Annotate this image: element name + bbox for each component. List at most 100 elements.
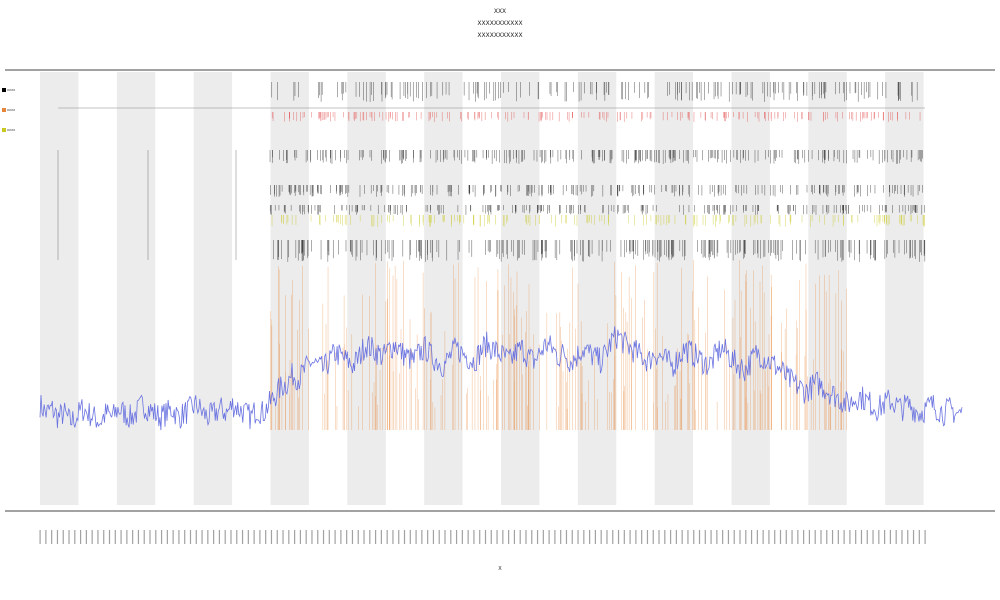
x-tick-label	[623, 530, 625, 544]
x-tick-label	[641, 530, 643, 544]
x-tick-label	[502, 530, 504, 544]
x-tick-label	[467, 530, 469, 544]
x-tick-label	[884, 530, 886, 544]
x-tick-label	[282, 530, 284, 544]
x-tick-label	[594, 530, 596, 544]
x-tick-label	[490, 530, 492, 544]
x-tick-label	[276, 530, 278, 544]
x-tick-label	[808, 530, 811, 544]
x-tick-label	[160, 530, 163, 544]
x-tick-label	[849, 530, 851, 544]
x-tick-label	[866, 530, 868, 544]
chart-title: XXX	[493, 8, 507, 15]
x-tick-label	[658, 530, 660, 544]
x-tick-label	[369, 530, 371, 544]
x-tick-label	[184, 530, 186, 544]
x-tick-label	[97, 530, 99, 544]
x-tick-label	[617, 530, 620, 544]
x-tick-label	[664, 530, 666, 544]
x-tick-label	[132, 530, 134, 544]
x-tick-label	[635, 530, 637, 544]
x-tick-label	[693, 530, 695, 544]
x-tick-label	[681, 530, 683, 544]
x-tick-label	[218, 530, 221, 544]
x-tick-label	[519, 530, 521, 544]
x-tick-label	[548, 530, 550, 544]
x-tick-label	[103, 530, 105, 544]
x-tick-label	[334, 530, 336, 544]
chart-title-block: XXX XXXXXXXXXXX XXXXXXXXXXX	[0, 6, 1000, 42]
x-tick-label	[137, 530, 140, 544]
x-tick-label	[687, 530, 689, 544]
x-tick-label	[259, 530, 261, 544]
background-band	[424, 72, 463, 505]
x-tick-label	[265, 530, 267, 544]
x-tick-label	[577, 530, 579, 544]
x-tick-label	[722, 530, 724, 544]
x-tick-label	[427, 530, 429, 544]
x-tick-label	[733, 530, 735, 544]
x-tick-label	[166, 530, 168, 544]
x-tick-label	[739, 530, 741, 544]
x-tick-label	[612, 530, 614, 544]
background-band	[40, 72, 79, 505]
x-tick-label	[675, 530, 677, 544]
x-tick-label	[172, 530, 174, 544]
spike-layer	[270, 260, 847, 430]
x-tick-label	[803, 530, 805, 544]
x-tick-label	[629, 530, 631, 544]
x-tick-label	[779, 530, 782, 544]
x-tick-label	[525, 530, 527, 544]
background-band	[885, 72, 924, 505]
x-tick-label	[386, 530, 388, 544]
legend-swatch	[2, 128, 6, 132]
legend: XXXX XXXX XXXX	[2, 80, 18, 140]
x-tick-label	[762, 530, 764, 544]
x-tick-label	[797, 530, 799, 544]
x-tick-label	[79, 530, 82, 544]
x-tick-label	[403, 530, 406, 544]
x-tick-label	[351, 530, 354, 544]
x-tick-label	[374, 530, 377, 544]
legend-label: XXXX	[7, 88, 16, 92]
x-tick-label	[39, 530, 41, 544]
x-tick-label	[398, 530, 400, 544]
x-tick-label	[589, 530, 591, 544]
background-band	[654, 72, 694, 505]
background-band	[501, 72, 540, 505]
x-tick-label	[236, 530, 238, 544]
background-band	[808, 72, 847, 505]
x-tick-label	[600, 530, 602, 544]
x-tick-label	[710, 530, 712, 544]
x-tick-label	[536, 530, 539, 544]
x-tick-label	[872, 530, 874, 544]
x-tick-label	[409, 530, 411, 544]
x-tick-label	[831, 530, 834, 544]
x-tick-label	[357, 530, 359, 544]
x-tick-label	[542, 530, 544, 544]
x-tick-label	[346, 530, 348, 544]
x-tick-label	[785, 530, 787, 544]
x-tick-label	[68, 530, 70, 544]
x-tick-label	[415, 530, 417, 544]
x-tick-label	[895, 530, 897, 544]
x-tick-label	[606, 530, 608, 544]
x-tick-label	[224, 530, 226, 544]
series-line	[39, 326, 963, 431]
x-tick-label	[918, 530, 920, 544]
legend-swatch	[2, 108, 6, 112]
x-tick-label	[438, 530, 440, 544]
x-tick-label	[340, 530, 342, 544]
x-tick-label	[826, 530, 828, 544]
x-tick-label	[554, 530, 556, 544]
legend-label: XXXX	[7, 108, 16, 112]
x-tick-label	[820, 530, 822, 544]
x-tick-label	[727, 530, 730, 544]
x-tick-label	[305, 530, 307, 544]
x-tick-label	[791, 530, 793, 544]
background-band	[731, 72, 770, 505]
x-tick-label	[241, 530, 244, 544]
x-tick-label	[299, 530, 301, 544]
x-tick-label	[178, 530, 180, 544]
